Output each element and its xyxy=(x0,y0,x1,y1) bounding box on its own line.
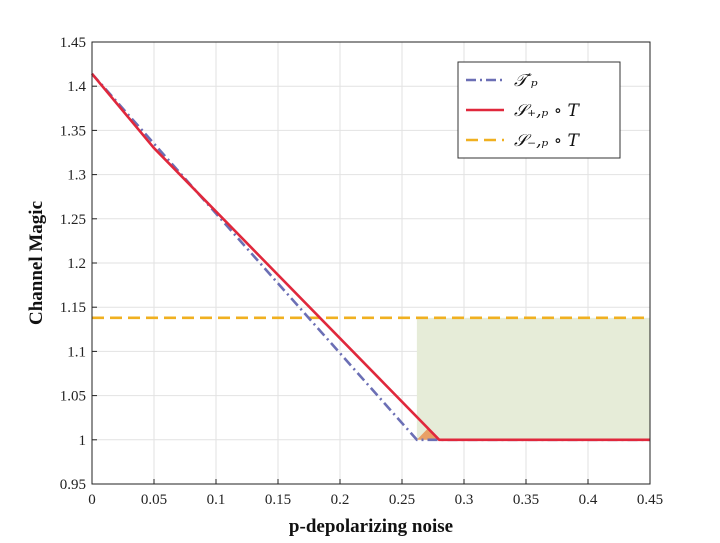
y-tick-label: 1.15 xyxy=(60,300,86,316)
y-axis-title: Channel Magic xyxy=(26,201,47,325)
y-tick-label: 1.35 xyxy=(60,123,86,139)
series-lines xyxy=(91,72,650,442)
y-tick-label: 1.25 xyxy=(60,212,86,228)
x-tick-label: 0.15 xyxy=(265,492,291,508)
y-tick-label: 1.3 xyxy=(67,168,86,184)
shaded-region-orange xyxy=(416,428,440,440)
y-tick-label: 1.1 xyxy=(67,344,86,360)
x-tick-label: 0.35 xyxy=(513,492,539,508)
shaded-region-green xyxy=(416,317,650,440)
legend-label-s-plus: 𝒮₊,ₚ ∘ T xyxy=(514,101,580,121)
legend: 𝒯′ₚ 𝒮₊,ₚ ∘ T 𝒮₋,ₚ ∘ T xyxy=(457,61,621,159)
x-tick-label: 0.1 xyxy=(207,492,226,508)
x-axis-title: p-depolarizing noise xyxy=(289,516,453,537)
legend-label-s-minus: 𝒮₋,ₚ ∘ T xyxy=(514,131,580,151)
x-tick-label: 0 xyxy=(88,492,96,508)
x-tick-label: 0.45 xyxy=(637,492,663,508)
y-tick-label: 1 xyxy=(79,433,87,449)
y-tick-label: 1.05 xyxy=(60,389,86,405)
y-tick-label: 0.95 xyxy=(60,477,86,493)
x-tick-label: 0.2 xyxy=(331,492,350,508)
y-tick-label: 1.2 xyxy=(67,256,86,272)
legend-label-tp: 𝒯′ₚ xyxy=(514,71,538,91)
y-tick-label: 1.45 xyxy=(60,35,86,51)
x-tick-label: 0.4 xyxy=(579,492,598,508)
shaded-regions xyxy=(416,317,650,440)
x-tick-label: 0.25 xyxy=(389,492,415,508)
tick-labels: 0 0.05 0.1 0.15 0.2 0.25 0.3 0.35 0.4 0.45 0.95 1 1.… xyxy=(60,35,663,508)
y-tick-label: 1.4 xyxy=(67,79,86,95)
x-tick-label: 0.3 xyxy=(455,492,474,508)
series-line-s-plus xyxy=(91,72,650,442)
x-tick-label: 0.05 xyxy=(141,492,167,508)
